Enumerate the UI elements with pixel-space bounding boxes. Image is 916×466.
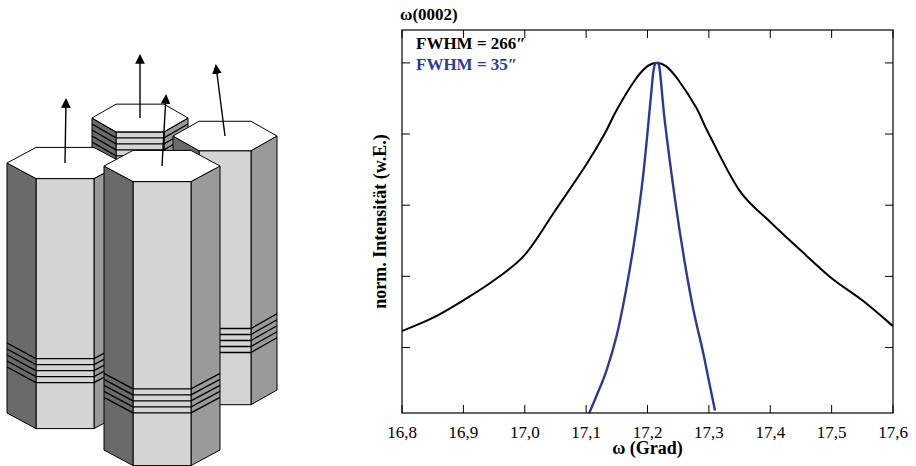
orientation-arrow [216, 66, 225, 136]
column-face [7, 163, 36, 429]
x-tick [893, 405, 894, 413]
column-layer [191, 397, 220, 413]
x-tick [586, 30, 587, 38]
y-tick [885, 205, 893, 206]
x-tick [831, 30, 832, 38]
x-tick [708, 405, 709, 413]
legend-entry: FWHM = 266″ [416, 34, 526, 53]
plot-data [402, 63, 893, 413]
column-layer [104, 397, 133, 413]
column-layer [133, 394, 191, 395]
column-layer [36, 370, 94, 371]
x-tick [770, 405, 771, 413]
x-tick [402, 405, 403, 413]
x-tick-label: 17,6 [878, 423, 908, 442]
column-layer [251, 314, 277, 329]
column-layer [116, 143, 164, 144]
x-tick-label: 17,5 [817, 423, 847, 442]
y-tick [402, 134, 410, 135]
column-layer [133, 388, 191, 389]
x-tick [770, 30, 771, 38]
column-layer [251, 320, 277, 335]
x-tick-label: 17,1 [571, 423, 601, 442]
x-tick [524, 405, 525, 413]
column-layer [251, 332, 277, 347]
x-axis-title: ω (Grad) [612, 438, 683, 459]
series-line [589, 63, 715, 413]
legend-entry: FWHM = 35″ [416, 55, 517, 74]
chart-title: ω(0002) [400, 5, 458, 24]
plot-frame [402, 30, 893, 413]
column-face [133, 182, 191, 466]
x-tick [586, 405, 587, 413]
column-layer [36, 382, 94, 383]
x-tick-label: 17,3 [694, 423, 724, 442]
column-layer [133, 400, 191, 401]
x-tick-label: 17,0 [510, 423, 540, 442]
x-tick [647, 405, 648, 413]
orientation-arrow [139, 56, 140, 118]
y-axis-title: norm. Intensität (w.E.) [370, 134, 391, 309]
x-tick [708, 30, 709, 38]
y-tick [885, 62, 893, 63]
y-tick [402, 347, 410, 348]
x-tick-label: 16,8 [387, 423, 417, 442]
column-layer [36, 376, 94, 377]
column-layer [133, 406, 191, 407]
y-tick [885, 276, 893, 277]
column-face [36, 179, 94, 429]
x-tick-label: 17,4 [755, 423, 785, 442]
x-tick-label: 16,9 [449, 423, 479, 442]
column-face [191, 166, 220, 466]
x-tick [893, 30, 894, 38]
y-tick [885, 134, 893, 135]
column-face [104, 166, 133, 466]
column-layer [251, 326, 277, 341]
column-layer [133, 412, 191, 413]
orientation-arrow [162, 96, 166, 166]
x-tick [647, 30, 648, 38]
column-layer [36, 364, 94, 365]
orientation-arrow [65, 100, 66, 163]
series-line [402, 63, 893, 331]
figure: 16,816,917,017,117,217,317,417,517,6ω(00… [0, 0, 916, 466]
column [104, 96, 220, 466]
column-face [251, 136, 277, 405]
column-layer [92, 130, 116, 144]
x-tick [463, 405, 464, 413]
column-layer [251, 338, 277, 353]
column-layer [116, 137, 164, 138]
column-layer [36, 358, 94, 359]
y-tick [402, 62, 410, 63]
y-tick [402, 276, 410, 277]
x-tick [831, 405, 832, 413]
y-tick [885, 347, 893, 348]
column-diagram [7, 56, 277, 466]
x-tick [402, 30, 403, 38]
y-tick [402, 205, 410, 206]
legend: FWHM = 266″ FWHM = 35″ [416, 34, 526, 74]
column-layer [7, 367, 36, 383]
